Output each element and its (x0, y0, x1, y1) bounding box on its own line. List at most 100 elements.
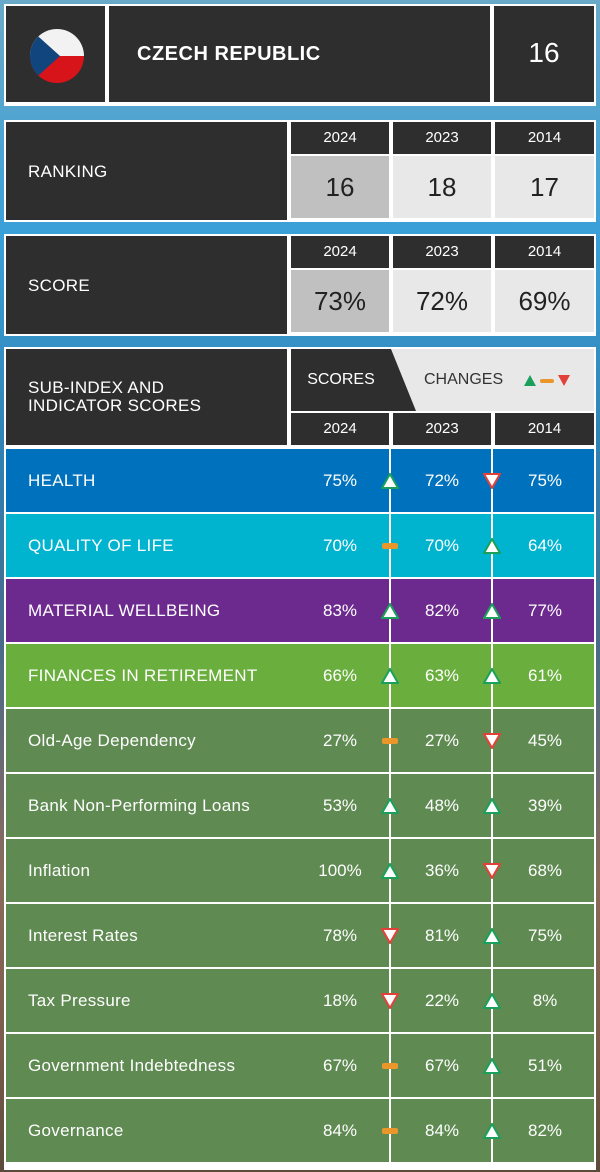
country-name: CZECH REPUBLIC (137, 43, 321, 65)
overall-rank-cell: 16 (494, 6, 594, 102)
table-row-health: HEALTH 75% 72% 75% (6, 449, 594, 512)
ranking-label-cell: RANKING (6, 122, 287, 220)
score-2023: 81% (424, 926, 460, 945)
score-2023: 63% (424, 666, 460, 685)
up-arrow-icon (483, 1122, 501, 1139)
score-panel: SCORE 2024 2023 2014 73% 72% 69% (4, 234, 596, 336)
score-2024: 53% (322, 796, 358, 815)
unchanged-dash-icon (382, 1127, 398, 1134)
down-arrow-icon (558, 375, 570, 386)
ranking-year-2014: 2014 (495, 122, 594, 154)
score-2023: 70% (424, 536, 460, 555)
up-arrow-icon (381, 472, 399, 489)
row-label: HEALTH (28, 471, 96, 490)
score-2024: 70% (322, 536, 358, 555)
score-value-2014: 69% (495, 270, 594, 332)
score-value-2024: 73% (291, 270, 389, 332)
country-name-cell: CZECH REPUBLIC (109, 6, 490, 102)
tab-changes[interactable]: CHANGES (424, 371, 504, 388)
down-arrow-icon (483, 472, 501, 489)
table-year-2023: 2023 (393, 413, 491, 445)
up-arrow-icon (381, 862, 399, 879)
table-row-tax-pressure: Tax Pressure 18% 22% 8% (6, 969, 594, 1032)
score-2023: 82% (424, 601, 460, 620)
score-2024: 67% (322, 1056, 358, 1075)
row-label: Government Indebtedness (28, 1056, 236, 1075)
ranking-panel: RANKING 2024 2023 2014 16 18 17 (4, 120, 596, 222)
up-arrow-icon (381, 797, 399, 814)
score-2024: 27% (322, 731, 358, 750)
score-2014: 8% (532, 991, 558, 1010)
score-2023: 67% (424, 1056, 460, 1075)
up-arrow-icon (524, 375, 536, 386)
score-year-2014: 2014 (495, 236, 594, 268)
ranking-value-2024: 16 (291, 156, 389, 218)
down-arrow-icon (483, 732, 501, 749)
score-year-2023: 2023 (393, 236, 491, 268)
unchanged-dash-icon (382, 1062, 398, 1069)
table-row-bank-non-performing-loans: Bank Non-Performing Loans 53% 48% 39% (6, 774, 594, 837)
row-label: Interest Rates (28, 926, 139, 945)
down-arrow-icon (483, 862, 501, 879)
up-arrow-icon (483, 1057, 501, 1074)
row-label: QUALITY OF LIFE (28, 536, 174, 555)
ranking-year-2024: 2024 (291, 122, 389, 154)
ranking-value-2014: 17 (495, 156, 594, 218)
score-year-2024: 2024 (291, 236, 389, 268)
table-row-quality-of-life: QUALITY OF LIFE 70% 70% 64% (6, 514, 594, 577)
table-row-government-indebtedness: Government Indebtedness 67% 67% 51% (6, 1034, 594, 1097)
score-2014: 75% (527, 471, 563, 490)
score-2014: 82% (527, 1121, 563, 1140)
table-title-cell: SUB-INDEX AND INDICATOR SCORES (6, 349, 287, 445)
row-label: FINANCES IN RETIREMENT (28, 666, 258, 685)
score-2023: 72% (424, 471, 460, 490)
score-2024: 18% (322, 991, 358, 1010)
row-label: Governance (28, 1121, 124, 1140)
score-value-2023: 72% (393, 270, 491, 332)
score-2014: 64% (527, 536, 563, 555)
ranking-value-2023: 18 (393, 156, 491, 218)
up-arrow-icon (381, 667, 399, 684)
down-arrow-icon (381, 927, 399, 944)
table-row-inflation: Inflation 100% 36% 68% (6, 839, 594, 902)
score-2014: 77% (527, 601, 563, 620)
score-label: SCORE (28, 276, 90, 295)
score-2024: 100% (318, 861, 362, 880)
score-2023: 27% (424, 731, 460, 750)
score-2023: 48% (424, 796, 460, 815)
score-2024: 83% (322, 601, 358, 620)
score-2014: 51% (527, 1056, 563, 1075)
score-2023: 22% (424, 991, 460, 1010)
table-row-material-wellbeing: MATERIAL WELLBEING 83% 82% 77% (6, 579, 594, 642)
down-arrow-icon (381, 992, 399, 1009)
unchanged-dash-icon (382, 542, 398, 549)
ranking-label: RANKING (28, 162, 108, 181)
up-arrow-icon (483, 537, 501, 554)
score-2014: 75% (527, 926, 563, 945)
row-label: Old-Age Dependency (28, 731, 196, 750)
table-year-2014: 2014 (495, 413, 594, 445)
czech-flag-icon (30, 29, 84, 83)
score-2024: 78% (322, 926, 358, 945)
tab-scores[interactable]: SCORES (307, 371, 375, 388)
row-label: Tax Pressure (28, 991, 131, 1010)
row-label: Bank Non-Performing Loans (28, 796, 251, 815)
score-2024: 84% (322, 1121, 358, 1140)
score-2014: 39% (527, 796, 563, 815)
up-arrow-icon (483, 667, 501, 684)
table-row-finances-in-retirement: FINANCES IN RETIREMENT 66% 63% 61% (6, 644, 594, 707)
row-label: Inflation (28, 861, 91, 880)
score-2023: 84% (424, 1121, 460, 1140)
score-label-cell: SCORE (6, 236, 287, 334)
overall-rank: 16 (528, 37, 560, 68)
scores-tab-shape (291, 349, 416, 411)
score-2014: 68% (527, 861, 563, 880)
table-title: SUB-INDEX AND INDICATOR SCORES (28, 378, 202, 415)
unchanged-dash-icon (382, 737, 398, 744)
up-arrow-icon (483, 992, 501, 1009)
table-row-interest-rates: Interest Rates 78% 81% 75% (6, 904, 594, 967)
table-row-old-age-dependency: Old-Age Dependency 27% 27% 45% (6, 709, 594, 772)
table-row-governance: Governance 84% 84% 82% (6, 1099, 594, 1162)
row-label: MATERIAL WELLBEING (28, 601, 221, 620)
up-arrow-icon (483, 602, 501, 619)
